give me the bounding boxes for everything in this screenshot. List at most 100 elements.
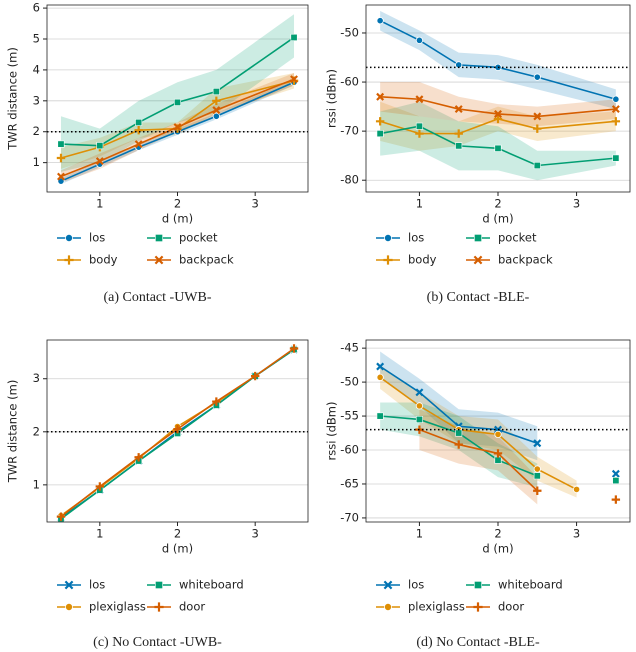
caption: (c) No Contact -UWB- — [93, 635, 222, 650]
marker — [376, 362, 385, 371]
x-tick-label: 1 — [96, 527, 103, 541]
legend-label: los — [89, 578, 105, 592]
series-line — [60, 79, 295, 159]
marker — [572, 485, 581, 494]
marker — [493, 449, 503, 458]
marker — [415, 415, 423, 423]
marker — [212, 96, 221, 106]
y-tick-label: -45 — [340, 341, 359, 355]
confidence-band — [60, 73, 295, 169]
confidence-band — [380, 101, 616, 151]
marker — [533, 73, 541, 81]
subplot: -70 -65 -60 -55 -50 -45 1 2 3 d (m) rssi (dBm) los p… — [325, 339, 631, 650]
x-tick-label: 1 — [416, 527, 423, 541]
marker — [455, 429, 463, 437]
subplot: -80 -70 -60 -50 1 2 3 d (m) rssi (dBm) los body poc… — [325, 4, 631, 305]
marker — [212, 397, 221, 406]
marker — [533, 112, 542, 121]
x-axis-label: d (m) — [482, 212, 513, 226]
y-axis-label: rssi (dBm) — [325, 69, 339, 128]
plot-frame — [365, 339, 631, 523]
marker — [612, 477, 620, 485]
legend-label: door — [179, 600, 205, 614]
y-tick-label: 1 — [33, 155, 40, 169]
marker — [533, 465, 541, 473]
legend-label: pocket — [498, 231, 537, 245]
marker — [212, 88, 220, 96]
marker — [415, 388, 424, 397]
confidence-band — [380, 10, 616, 110]
marker — [154, 602, 164, 612]
y-axis-label: TWR distance (m) — [6, 380, 20, 484]
marker — [174, 98, 182, 106]
confidence-band — [60, 14, 295, 172]
series-line — [380, 95, 616, 118]
y-tick-label: 3 — [33, 93, 40, 107]
y-tick-label: -60 — [340, 443, 359, 457]
marker — [56, 512, 66, 521]
marker — [383, 580, 393, 590]
y-tick-label: -80 — [340, 173, 359, 187]
marker — [155, 234, 163, 242]
marker — [383, 255, 393, 265]
marker — [95, 482, 105, 491]
y-tick-label: -70 — [340, 510, 359, 524]
legend-label: body — [408, 253, 437, 267]
marker — [250, 371, 260, 381]
series-line — [379, 125, 616, 167]
series-line — [60, 36, 295, 147]
x-tick-label: 2 — [494, 197, 501, 211]
marker — [212, 112, 220, 120]
marker — [376, 92, 385, 101]
marker — [65, 603, 74, 612]
caption: (a) Contact -UWB- — [103, 290, 211, 305]
marker — [383, 233, 392, 242]
y-tick-label: 3 — [33, 371, 40, 385]
y-axis-label: rssi (dBm) — [325, 402, 339, 461]
marker — [611, 105, 620, 114]
marker — [65, 233, 74, 242]
marker — [376, 412, 384, 420]
marker — [375, 117, 385, 126]
y-axis-label: TWR distance (m) — [6, 47, 20, 151]
y-tick-label: 4 — [33, 62, 40, 76]
y-tick-label: 5 — [33, 32, 40, 46]
marker — [533, 124, 542, 133]
marker — [289, 344, 299, 353]
y-tick-label: -65 — [340, 476, 359, 490]
marker — [290, 33, 298, 41]
x-axis-label: d (m) — [482, 542, 513, 556]
marker — [493, 114, 503, 124]
marker — [474, 234, 482, 242]
series-line — [379, 19, 617, 101]
marker — [173, 424, 182, 434]
y-tick-label: 2 — [33, 424, 40, 438]
caption: (b) Contact -BLE- — [427, 290, 530, 305]
plot-frame — [46, 339, 309, 523]
y-tick-label: -50 — [340, 375, 359, 389]
y-tick-label: 1 — [33, 477, 40, 491]
marker — [612, 95, 620, 103]
marker — [376, 130, 384, 138]
plot-frame — [46, 4, 309, 193]
marker — [57, 140, 65, 148]
x-tick-label: 3 — [252, 527, 259, 541]
marker — [376, 17, 384, 25]
x-axis-label: d (m) — [162, 212, 193, 226]
marker — [155, 581, 163, 589]
y-tick-label: 6 — [33, 1, 40, 15]
marker — [64, 580, 74, 590]
marker — [154, 255, 164, 265]
marker — [611, 495, 621, 504]
confidence-band — [419, 409, 538, 505]
marker — [415, 129, 424, 138]
legend-label: body — [89, 253, 118, 267]
legend-label: door — [498, 600, 524, 614]
marker — [473, 602, 483, 612]
x-tick-label: 1 — [416, 197, 423, 211]
marker — [611, 117, 621, 126]
marker — [533, 161, 541, 169]
marker — [57, 172, 65, 181]
legend-label: los — [408, 578, 424, 592]
